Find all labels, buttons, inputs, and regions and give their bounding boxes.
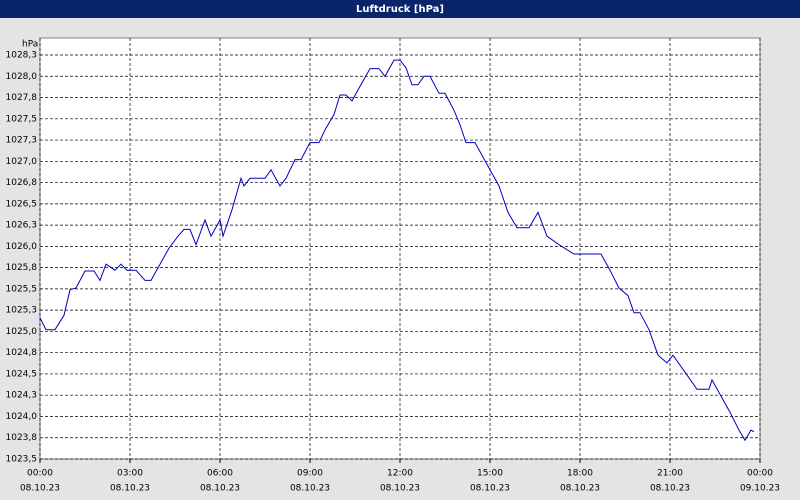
y-tick-label: 1024,3 bbox=[6, 391, 38, 401]
x-tick-date: 08.10.23 bbox=[200, 484, 240, 494]
y-tick-label: 1025,5 bbox=[6, 284, 38, 294]
y-tick-label: 1023,5 bbox=[6, 455, 38, 465]
x-tick-date: 08.10.23 bbox=[110, 484, 150, 494]
title-bar bbox=[0, 0, 800, 18]
y-tick-label: 1026,3 bbox=[6, 221, 38, 231]
y-tick-label: 1026,5 bbox=[6, 199, 38, 209]
x-tick-date: 08.10.23 bbox=[380, 484, 420, 494]
x-tick-label: 15:00 bbox=[477, 469, 503, 479]
y-tick-label: 1023,8 bbox=[6, 433, 38, 443]
y-tick-label: 1025,0 bbox=[6, 327, 38, 337]
y-tick-label: 1027,5 bbox=[6, 114, 38, 124]
x-tick-label: 21:00 bbox=[657, 469, 683, 479]
x-tick-label: 03:00 bbox=[117, 469, 143, 479]
y-tick-label: 1027,0 bbox=[6, 157, 38, 167]
x-tick-date: 08.10.23 bbox=[650, 484, 690, 494]
x-tick-date: 09.10.23 bbox=[740, 484, 780, 494]
y-tick-label: 1024,8 bbox=[6, 348, 38, 358]
x-tick-label: 06:00 bbox=[207, 469, 233, 479]
x-tick-date: 08.10.23 bbox=[560, 484, 600, 494]
data-line bbox=[39, 59, 755, 442]
x-tick-label: 00:00 bbox=[27, 469, 53, 479]
x-tick-label: 12:00 bbox=[387, 469, 413, 479]
y-tick-label: 1024,5 bbox=[6, 369, 38, 379]
x-tick-date: 08.10.23 bbox=[290, 484, 330, 494]
y-tick-label: 1027,3 bbox=[6, 136, 38, 146]
x-tick-date: 08.10.23 bbox=[20, 484, 60, 494]
y-tick-label: 1028,3 bbox=[6, 51, 38, 61]
y-axis-unit: hPa bbox=[22, 40, 38, 50]
y-tick-label: 1028,0 bbox=[6, 72, 38, 82]
y-tick-label: 1024,0 bbox=[6, 412, 38, 422]
x-tick-date: 08.10.23 bbox=[470, 484, 510, 494]
y-tick-label: 1025,8 bbox=[6, 263, 38, 273]
x-tick-label: 09:00 bbox=[297, 469, 323, 479]
x-tick-label: 00:00 bbox=[747, 469, 773, 479]
x-tick-label: 18:00 bbox=[567, 469, 593, 479]
chart-title: Luftdruck [hPa] bbox=[356, 4, 444, 15]
y-tick-label: 1026,0 bbox=[6, 242, 38, 252]
y-tick-label: 1025,3 bbox=[6, 306, 38, 316]
y-tick-label: 1026,8 bbox=[6, 178, 38, 188]
y-tick-label: 1027,8 bbox=[6, 93, 38, 103]
